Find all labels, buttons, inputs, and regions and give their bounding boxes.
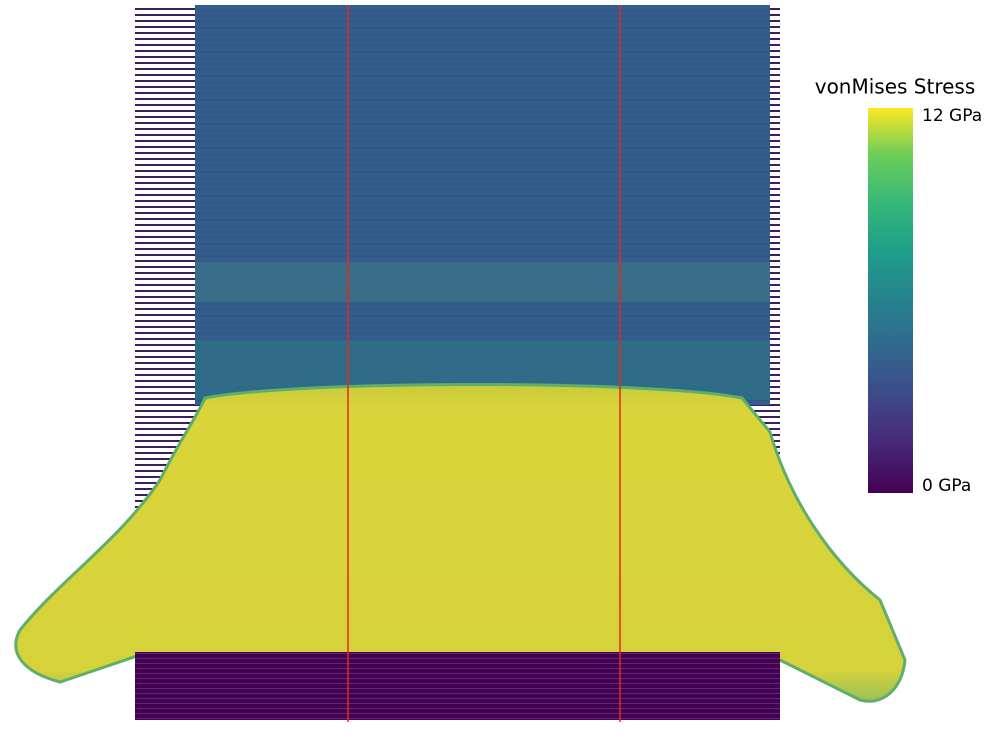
stress-band: [195, 262, 770, 302]
colorbar-tick-label: 0 GPa: [922, 476, 971, 496]
colorbar-gradient: [868, 108, 913, 493]
specimen: [16, 5, 905, 722]
colorbar: vonMises Stress 0 GPa 12 GPa: [815, 75, 982, 497]
visualization: vonMises Stress 0 GPa 12 GPa: [0, 0, 1002, 742]
colorbar-tick-label: 12 GPa: [922, 106, 982, 126]
base-block: [135, 652, 780, 720]
colorbar-title: vonMises Stress: [815, 75, 976, 99]
